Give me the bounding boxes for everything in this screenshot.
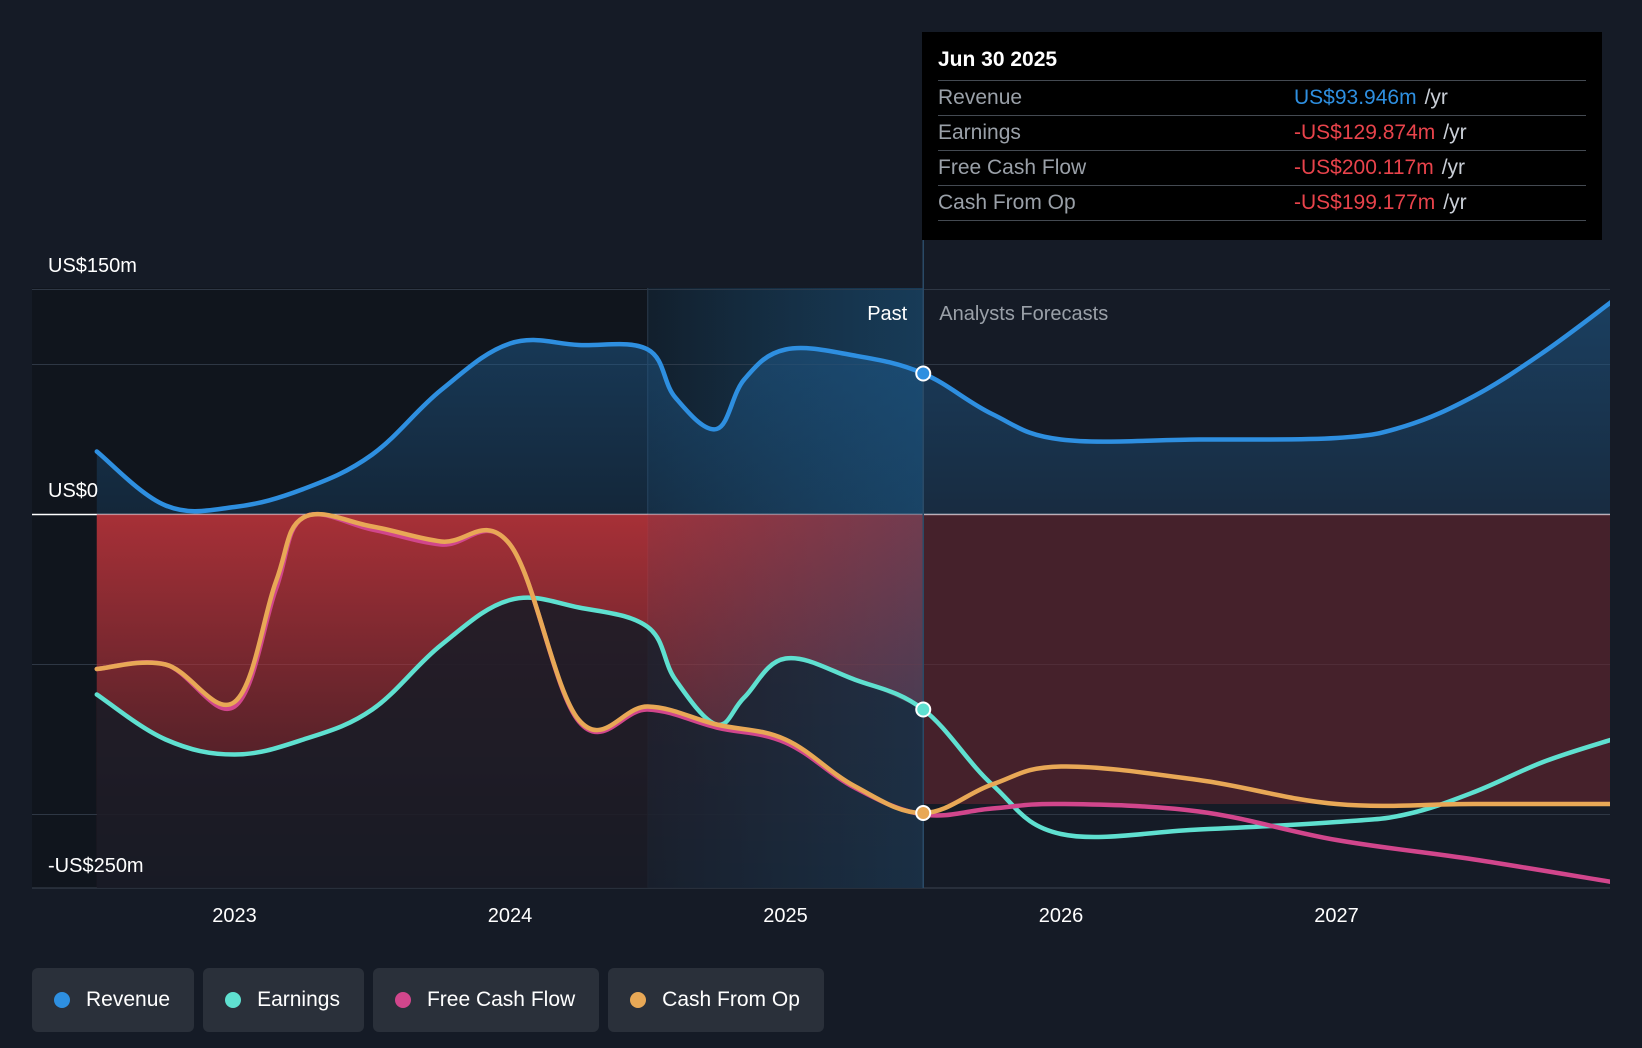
tooltip-value: -US$129.874m (1294, 121, 1436, 144)
x-tick-label: 2026 (1039, 905, 1084, 927)
tooltip-unit: /yr (1443, 121, 1467, 144)
tooltip-label: Earnings (938, 121, 1021, 144)
tooltip-unit: /yr (1424, 86, 1448, 109)
legend-dot-icon (225, 992, 242, 1008)
legend-dot-icon (54, 992, 70, 1008)
tooltip-value: -US$200.117m (1294, 156, 1434, 179)
series-line-earnings (94, 595, 1610, 840)
tooltip-row-revenue: Revenue US$93.946m /yr (938, 81, 1586, 116)
tooltip-row-cash-from-op: Cash From Op -US$199.177m /yr (938, 186, 1586, 221)
tooltip-date: Jun 30 2025 (938, 46, 1586, 81)
legend-item-earnings[interactable]: Earnings (203, 968, 364, 1032)
negative-forecast-area (923, 514, 1610, 804)
tooltip-label: Free Cash Flow (938, 156, 1087, 179)
tooltip-value: US$93.946m (1294, 86, 1417, 109)
y-tick-label: -US$250m (48, 855, 144, 877)
x-tick-label: 2027 (1314, 905, 1359, 927)
legend-item-free-cash-flow[interactable]: Free Cash Flow (372, 968, 600, 1032)
legend-label: Cash From Op (662, 988, 800, 1011)
y-tick-label: US$150m (48, 255, 137, 277)
tooltip-unit: /yr (1441, 156, 1466, 179)
x-tick-label: 2023 (212, 905, 257, 927)
revenue-area (96, 302, 1610, 515)
past-label: Past (867, 303, 907, 325)
tooltip-value: -US$199.177m (1294, 191, 1436, 214)
marker-cash-from-op (915, 805, 932, 821)
legend-label: Revenue (86, 988, 171, 1011)
legend-item-cash-from-op[interactable]: Cash From Op (608, 968, 824, 1032)
x-tick-label: 2024 (488, 905, 533, 927)
tooltip-label: Revenue (938, 86, 1023, 109)
legend-dot-icon (394, 992, 411, 1008)
legend-label: Free Cash Flow (426, 988, 576, 1011)
legend-item-revenue[interactable]: Revenue (32, 968, 195, 1032)
marker-revenue (915, 365, 932, 382)
tooltip-row-earnings: Earnings -US$129.874m /yr (938, 116, 1586, 151)
forecast-label: Analysts Forecasts (939, 303, 1108, 325)
tooltip-row-free-cash-flow: Free Cash Flow -US$200.117m /yr (938, 151, 1586, 186)
legend-dot-icon (630, 992, 647, 1008)
tooltip-panel: Jun 30 2025 Revenue US$93.946m /yr Earni… (922, 32, 1602, 240)
tooltip-label: Cash From Op (938, 191, 1076, 214)
series-line-free-cash-flow (94, 511, 1610, 884)
legend: Revenue Earnings Free Cash Flow Cash Fro… (32, 968, 824, 1032)
x-tick-label: 2025 (763, 905, 808, 927)
y-tick-label: US$0 (48, 480, 98, 502)
marker-earnings (915, 701, 932, 718)
tooltip-unit: /yr (1443, 191, 1467, 214)
series-line-cash-from-op (94, 511, 1610, 816)
series-line-revenue (94, 300, 1610, 514)
legend-label: Earnings (257, 988, 340, 1011)
